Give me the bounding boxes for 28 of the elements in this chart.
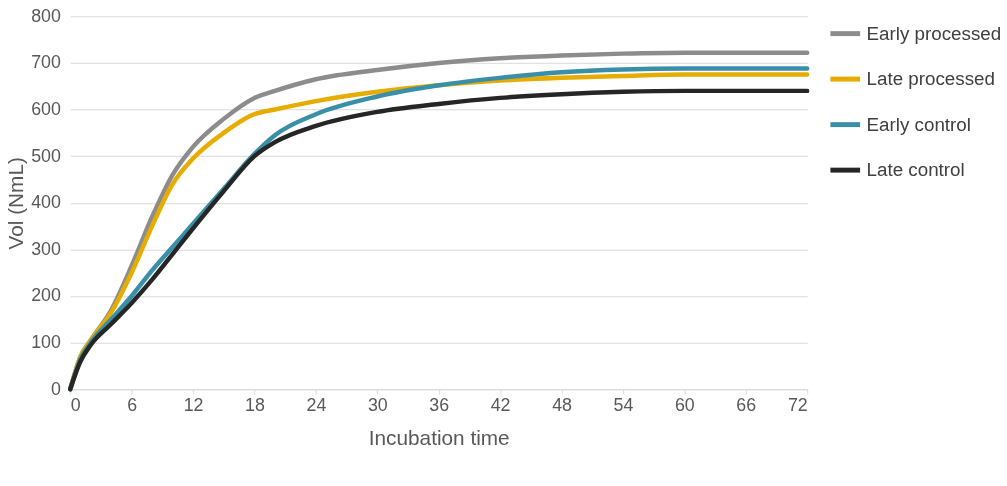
x-tick-label: 42 [490, 394, 511, 415]
y-tick-label: 700 [31, 52, 61, 73]
legend-label: Early control [866, 113, 971, 135]
legend-label: Late processed [866, 68, 995, 90]
x-tick-label: 54 [613, 394, 634, 415]
y-tick-label: 500 [31, 145, 61, 166]
y-axis-title: Vol (NmL) [4, 157, 28, 250]
x-tick-label: 12 [183, 394, 204, 415]
x-tick-label: 72 [787, 394, 808, 415]
y-tick-label: 300 [31, 238, 61, 259]
y-tick-label: 0 [50, 378, 61, 399]
x-tick-label: 48 [552, 394, 573, 415]
x-tick-label: 18 [245, 394, 265, 415]
x-tick-label: 30 [367, 394, 388, 415]
y-tick-label: 400 [31, 192, 61, 213]
x-axis-title: Incubation time [368, 426, 510, 450]
x-tick-label: 66 [736, 394, 757, 415]
legend-label: Late control [866, 159, 965, 181]
y-tick-label: 100 [31, 332, 61, 353]
legend-label: Early processed [866, 22, 1002, 44]
x-tick-label: 0 [70, 394, 81, 415]
y-tick-label: 200 [31, 285, 61, 306]
x-tick-label: 36 [429, 394, 450, 415]
x-tick-label: 6 [127, 394, 138, 415]
y-tick-label: 600 [31, 98, 61, 119]
x-tick-label: 24 [306, 394, 327, 415]
x-tick-label: 60 [674, 394, 695, 415]
y-tick-label: 800 [31, 5, 61, 26]
